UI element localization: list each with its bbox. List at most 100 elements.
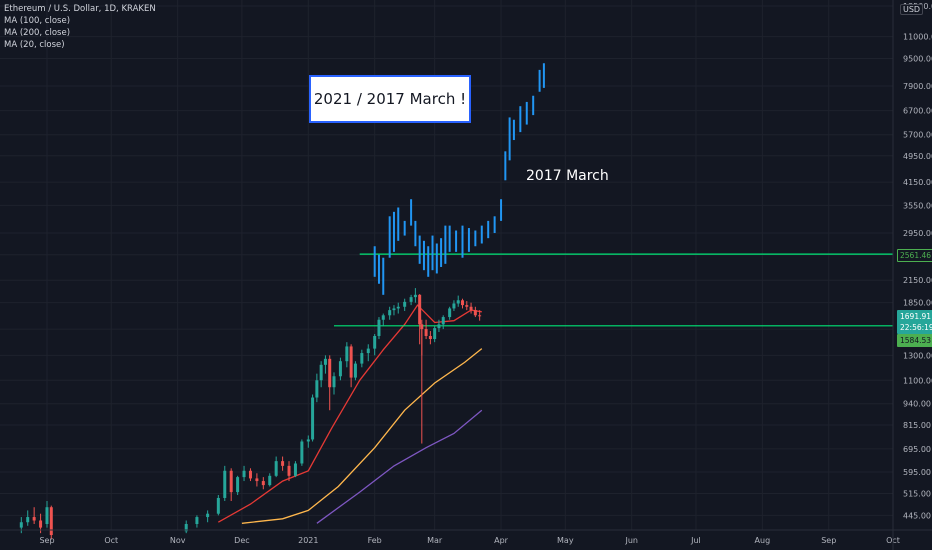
ma20-line — [217, 304, 482, 523]
legend-symbol[interactable]: Ethereum / U.S. Dollar, 1D, KRAKEN — [4, 4, 156, 14]
candle-body — [19, 522, 23, 528]
x-tick-label: Feb — [368, 536, 382, 545]
x-tick-label: Jul — [690, 536, 701, 545]
candle-body — [349, 346, 353, 378]
support-lines — [333, 253, 893, 327]
price-tag-lower-line: 1584.53 — [897, 333, 932, 347]
y-tick-label: 515.00 — [903, 490, 931, 499]
y-tick-label: 5700.00 — [903, 131, 932, 140]
candle-body — [216, 497, 220, 514]
x-tick-label: Apr — [494, 536, 509, 545]
currency-badge[interactable]: USD — [900, 4, 924, 15]
candle-body — [328, 358, 332, 388]
x-tick-label: Sep — [39, 536, 54, 545]
candle-body — [424, 329, 428, 336]
candle-body — [319, 364, 323, 381]
candle-body — [274, 461, 278, 476]
candle-body — [287, 465, 291, 476]
candle-body — [377, 319, 381, 336]
candle-body — [32, 517, 36, 521]
legend-ma100[interactable]: MA (100, close) — [4, 16, 71, 26]
y-tick-label: 595.00 — [903, 468, 931, 477]
candle-body — [360, 353, 364, 364]
x-tick-label: Sep — [821, 536, 836, 545]
candle-body — [452, 303, 456, 309]
y-tick-label: 7900.00 — [903, 82, 932, 91]
candle-body — [392, 308, 396, 311]
y-tick-label: 1850.00 — [903, 299, 932, 308]
x-tick-label: May — [557, 536, 574, 545]
candle-body — [242, 470, 246, 478]
x-tick-label: Oct — [104, 536, 118, 545]
candle-body — [338, 361, 342, 377]
candle-body — [456, 300, 460, 304]
y-tick-label: 695.00 — [903, 445, 931, 454]
candle-body — [441, 317, 445, 325]
y-tick-label: 2950.00 — [903, 229, 932, 238]
candle-body — [323, 358, 327, 365]
moving-averages — [217, 304, 483, 524]
legend-ma20[interactable]: MA (20, close) — [4, 40, 65, 50]
x-tick-label: 2021 — [298, 536, 318, 545]
projection-bars — [373, 63, 545, 295]
candle-body — [413, 294, 417, 298]
price-tag-countdown: 22:56:19 — [897, 321, 932, 334]
x-tick-label: Jun — [624, 536, 638, 545]
candle-body — [448, 308, 452, 318]
y-tick-label: 4150.00 — [903, 178, 932, 187]
x-tick-label: Aug — [755, 536, 771, 545]
candle-body — [437, 324, 441, 329]
candle-body — [184, 524, 188, 532]
candle-body — [255, 478, 259, 482]
candle-body — [465, 305, 469, 307]
candle-body — [248, 470, 252, 479]
candle-body — [49, 507, 53, 536]
candle-body — [381, 315, 385, 320]
candle-body — [409, 297, 413, 302]
y-tick-label: 9500.00 — [903, 54, 932, 63]
ma200-line — [316, 409, 483, 524]
candle-body — [469, 306, 473, 311]
y-tick-label: 815.00 — [903, 421, 931, 430]
y-tick-label: 11000.00 — [903, 33, 932, 42]
candle-body — [473, 310, 477, 316]
y-tick-label: 3550.00 — [903, 201, 932, 210]
x-tick-label: Dec — [234, 536, 249, 545]
candle-body — [345, 346, 349, 362]
annotation-text[interactable]: 2017 March — [526, 168, 609, 184]
candle-body — [26, 517, 30, 523]
candle-body — [293, 463, 297, 476]
candle-body — [229, 470, 233, 493]
candle-body — [373, 335, 377, 349]
candle-body — [418, 294, 422, 325]
candle-body — [39, 520, 43, 528]
candle-body — [300, 441, 304, 464]
candle-body — [306, 439, 310, 442]
annotation-box[interactable]: 2021 / 2017 March ! — [309, 75, 471, 123]
candle-body — [206, 513, 210, 518]
candle-body — [45, 507, 49, 524]
y-tick-label: 1100.00 — [903, 376, 932, 385]
candle-body — [420, 324, 424, 330]
y-tick-label: 4950.00 — [903, 152, 932, 161]
y-tick-label: 6700.00 — [903, 107, 932, 116]
candle-body — [281, 461, 285, 466]
y-tick-label: 445.00 — [903, 511, 931, 520]
candle-body — [261, 481, 265, 486]
candle-body — [311, 397, 315, 440]
price-tag-upper-line: 2561.46 — [897, 248, 932, 262]
y-tick-label: 2150.00 — [903, 276, 932, 285]
y-tick-label: 1300.00 — [903, 351, 932, 360]
candle-body — [332, 376, 336, 388]
candle-body — [195, 517, 199, 524]
ma100-line — [241, 348, 483, 524]
legend-ma200[interactable]: MA (200, close) — [4, 28, 71, 38]
candle-body — [366, 348, 370, 354]
candle-body — [428, 335, 432, 340]
candles — [19, 288, 482, 539]
candle-body — [478, 315, 482, 317]
legend: Ethereum / U.S. Dollar, 1D, KRAKEN MA (1… — [4, 3, 156, 51]
candle-body — [315, 380, 319, 398]
